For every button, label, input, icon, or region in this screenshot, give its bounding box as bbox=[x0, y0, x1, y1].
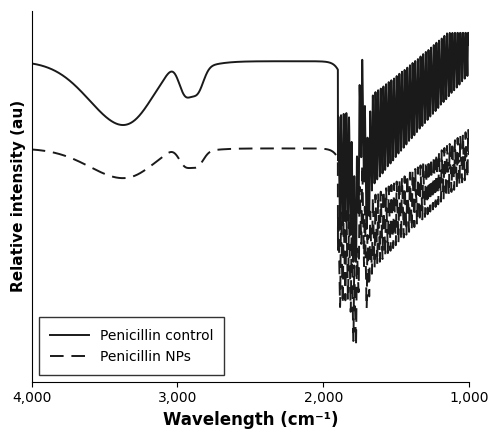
Penicillin NPs bbox=[216, 147, 222, 152]
Penicillin control bbox=[28, 61, 34, 66]
Penicillin control bbox=[350, 259, 356, 264]
Penicillin NPs bbox=[28, 147, 34, 152]
Penicillin control bbox=[453, 54, 459, 59]
Penicillin NPs bbox=[453, 162, 459, 167]
Penicillin NPs bbox=[212, 147, 218, 153]
Penicillin control bbox=[346, 147, 352, 152]
Penicillin NPs bbox=[431, 161, 437, 166]
Line: Penicillin NPs: Penicillin NPs bbox=[32, 130, 469, 346]
Line: Penicillin control: Penicillin control bbox=[32, 33, 469, 262]
Penicillin control bbox=[236, 59, 242, 64]
Penicillin NPs bbox=[353, 343, 359, 348]
Penicillin control bbox=[446, 30, 452, 36]
Penicillin NPs bbox=[466, 127, 471, 132]
Legend: Penicillin control, Penicillin NPs: Penicillin control, Penicillin NPs bbox=[38, 318, 224, 375]
Penicillin NPs bbox=[346, 239, 352, 244]
Penicillin control bbox=[431, 51, 437, 56]
Y-axis label: Relative intensity (au): Relative intensity (au) bbox=[11, 100, 26, 293]
Penicillin NPs bbox=[236, 146, 242, 151]
Penicillin control bbox=[216, 61, 222, 66]
Penicillin NPs bbox=[466, 150, 472, 155]
Penicillin control bbox=[212, 62, 218, 67]
X-axis label: Wavelength (cm⁻¹): Wavelength (cm⁻¹) bbox=[162, 411, 338, 429]
Penicillin control bbox=[466, 41, 472, 47]
